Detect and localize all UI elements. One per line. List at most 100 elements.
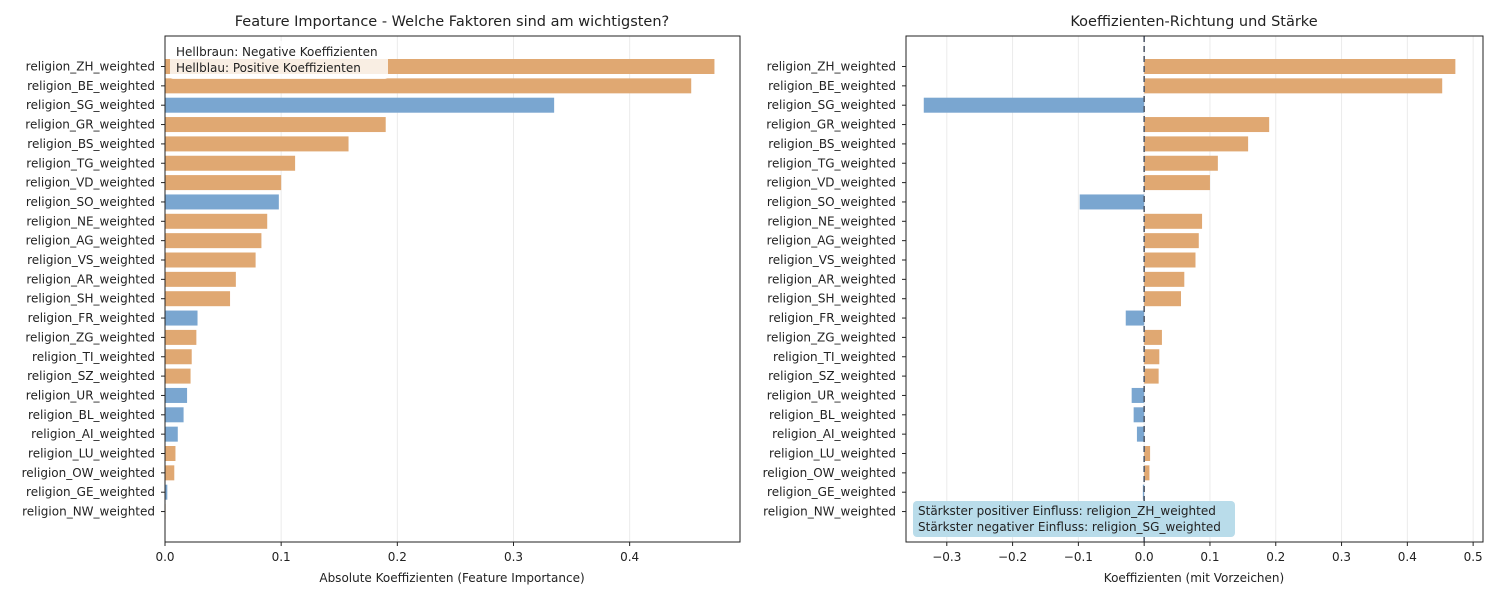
right-bar-religion_NE_weighted <box>1144 213 1203 229</box>
right-x-tick-label: 0.2 <box>1266 550 1285 564</box>
right-bar-religion_ZG_weighted <box>1144 329 1162 345</box>
left-bar-religion_BL_weighted <box>165 407 184 423</box>
left-x-tick-label: 0.4 <box>620 550 639 564</box>
left-bar-religion_VS_weighted <box>165 252 256 268</box>
right-category-label: religion_SO_weighted <box>767 195 896 209</box>
right-category-label: religion_SH_weighted <box>767 292 896 306</box>
left-bar-religion_LU_weighted <box>165 446 176 461</box>
right-bar-religion_SH_weighted <box>1144 291 1182 307</box>
left-x-tick-label: 0.1 <box>272 550 291 564</box>
left-category-label: religion_UR_weighted <box>26 388 155 402</box>
right-category-label: religion_TG_weighted <box>767 156 896 170</box>
left-category-label: religion_SH_weighted <box>26 292 155 306</box>
left-category-label: religion_OW_weighted <box>22 466 155 480</box>
right-category-label: religion_AG_weighted <box>767 234 896 248</box>
right-category-label: religion_OW_weighted <box>763 466 896 480</box>
left-category-label: religion_NE_weighted <box>26 214 155 228</box>
right-x-tick-label: −0.2 <box>998 550 1027 564</box>
left-category-label: religion_AR_weighted <box>26 272 155 286</box>
left-category-label: religion_NW_weighted <box>22 505 155 519</box>
right-category-label: religion_LU_weighted <box>769 447 896 461</box>
right-bar-religion_TI_weighted <box>1144 349 1160 365</box>
left-category-label: religion_SO_weighted <box>26 195 155 209</box>
right-category-label: religion_VS_weighted <box>768 253 896 267</box>
left-category-label: religion_ZH_weighted <box>26 60 155 74</box>
right-bar-religion_AR_weighted <box>1144 271 1185 287</box>
right-bar-religion_SO_weighted <box>1079 194 1145 210</box>
right-category-label: religion_NE_weighted <box>767 214 896 228</box>
right-category-label: religion_BE_weighted <box>768 79 896 93</box>
right-category-label: religion_VD_weighted <box>766 176 896 190</box>
left-bar-religion_ZG_weighted <box>165 329 197 345</box>
left-category-label: religion_TG_weighted <box>26 156 155 170</box>
right-x-tick-label: 0.0 <box>1135 550 1154 564</box>
right-bar-religion_VS_weighted <box>1144 252 1196 268</box>
left-category-label: religion_LU_weighted <box>28 447 155 461</box>
right-bar-religion_OW_weighted <box>1144 465 1150 481</box>
left-legend-note-box <box>170 41 388 79</box>
left-category-label: religion_AG_weighted <box>26 234 155 248</box>
left-category-label: religion_SG_weighted <box>26 98 155 112</box>
right-bar-religion_BL_weighted <box>1133 407 1145 423</box>
left-legend-note: Hellbraun: Negative Koeffizienten Hellbl… <box>170 41 388 79</box>
right-bar-religion_UR_weighted <box>1131 387 1145 403</box>
feature-importance-panel: Feature Importance - Welche Faktoren sin… <box>22 14 741 585</box>
right-category-label: religion_ZH_weighted <box>767 60 896 74</box>
right-bar-religion_ZH_weighted <box>1144 59 1456 74</box>
right-category-label: religion_SZ_weighted <box>768 369 896 383</box>
left-category-label: religion_VS_weighted <box>27 253 155 267</box>
left-category-label: religion_BE_weighted <box>27 79 155 93</box>
left-category-label: religion_BL_weighted <box>28 408 155 422</box>
right-category-label: religion_UR_weighted <box>767 388 896 402</box>
left-category-label: religion_GE_weighted <box>26 485 155 499</box>
right-x-axis-label: Koeffizienten (mit Vorzeichen) <box>1104 571 1284 585</box>
left-category-label: religion_GR_weighted <box>25 118 155 132</box>
left-category-label: religion_TI_weighted <box>32 350 155 364</box>
right-category-label: religion_TI_weighted <box>773 350 896 364</box>
left-x-tick-label: 0.0 <box>155 550 174 564</box>
left-bar-religion_BS_weighted <box>165 136 349 152</box>
left-x-axis-label: Absolute Koeffizienten (Feature Importan… <box>319 571 584 585</box>
right-category-label: religion_BS_weighted <box>768 137 896 151</box>
right-bar-religion_SG_weighted <box>923 97 1145 113</box>
right-info-box-bg <box>913 501 1235 537</box>
right-category-label: religion_FR_weighted <box>769 311 896 325</box>
coefficient-direction-panel: Koeffizienten-Richtung und Stärke religi… <box>763 14 1484 585</box>
left-category-label: religion_AI_weighted <box>31 427 155 441</box>
right-bar-religion_AI_weighted <box>1136 426 1145 442</box>
left-bar-religion_AG_weighted <box>165 233 262 249</box>
right-bar-religion_TG_weighted <box>1144 155 1218 171</box>
left-bar-religion_SG_weighted <box>165 97 555 113</box>
left-bar-religion_TI_weighted <box>165 349 192 365</box>
left-bar-religion_OW_weighted <box>165 465 175 481</box>
right-x-tick-label: 0.5 <box>1464 550 1483 564</box>
left-category-label: religion_BS_weighted <box>27 137 155 151</box>
right-x-tick-label: 0.3 <box>1332 550 1351 564</box>
left-legend-line-1: Hellbraun: Negative Koeffizienten <box>176 45 378 59</box>
right-info-line-2: Stärkster negativer Einfluss: religion_S… <box>918 520 1221 534</box>
left-category-label: religion_FR_weighted <box>28 311 155 325</box>
right-category-label: religion_ZG_weighted <box>766 330 896 344</box>
right-bar-religion_SZ_weighted <box>1144 368 1159 384</box>
left-category-label: religion_SZ_weighted <box>27 369 155 383</box>
left-bar-religion_SZ_weighted <box>165 368 191 384</box>
right-category-label: religion_SG_weighted <box>767 98 896 112</box>
right-info-line-1: Stärkster positiver Einfluss: religion_Z… <box>918 504 1216 518</box>
left-bar-religion_BE_weighted <box>165 78 692 94</box>
left-bar-religion_AI_weighted <box>165 426 178 442</box>
left-bar-religion_SO_weighted <box>165 194 279 210</box>
left-bar-religion_GR_weighted <box>165 117 386 133</box>
right-bar-religion_GE_weighted <box>1142 484 1145 500</box>
right-category-label: religion_AR_weighted <box>767 272 896 286</box>
right-bar-religion_AG_weighted <box>1144 233 1199 249</box>
left-bar-religion_TG_weighted <box>165 155 296 171</box>
left-bar-religion_AR_weighted <box>165 271 236 287</box>
right-chart-title: Koeffizienten-Richtung und Stärke <box>1070 14 1317 30</box>
left-bar-religion_NE_weighted <box>165 213 268 229</box>
right-info-box: Stärkster positiver Einfluss: religion_Z… <box>913 501 1235 537</box>
right-bar-religion_FR_weighted <box>1125 310 1145 326</box>
right-category-label: religion_AI_weighted <box>772 427 896 441</box>
left-plot-frame <box>164 35 741 543</box>
right-category-label: religion_NW_weighted <box>763 505 896 519</box>
